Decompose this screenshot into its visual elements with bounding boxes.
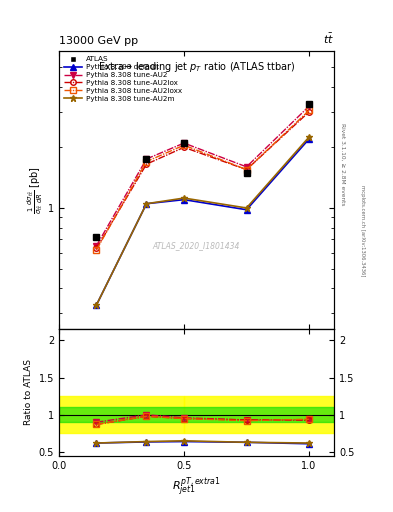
Bar [59,396,184,433]
Bar [59,408,334,422]
Text: ATLAS_2020_I1801434: ATLAS_2020_I1801434 [153,241,240,250]
Y-axis label: Ratio to ATLAS: Ratio to ATLAS [24,359,33,425]
Legend: ATLAS, Pythia 8.308 default, Pythia 8.308 tune-AU2, Pythia 8.308 tune-AU2lox, Py: ATLAS, Pythia 8.308 default, Pythia 8.30… [62,55,183,103]
Y-axis label: $\frac{1}{\sigma_{t\bar{t}}} \frac{d\sigma_{t\bar{t}}}{dR}$ [pb]: $\frac{1}{\sigma_{t\bar{t}}} \frac{d\sig… [26,166,45,214]
Text: Extra→ leading jet $p_T$ ratio (ATLAS ttbar): Extra→ leading jet $p_T$ ratio (ATLAS tt… [98,59,295,74]
Bar [184,396,334,433]
X-axis label: $R_{jet1}^{pT,extra1}$: $R_{jet1}^{pT,extra1}$ [172,476,221,500]
Text: Rivet 3.1.10, ≥ 2.8M events: Rivet 3.1.10, ≥ 2.8M events [340,122,345,205]
Text: 13000 GeV pp: 13000 GeV pp [59,36,138,46]
Text: mcplots.cern.ch [arXiv:1306.3436]: mcplots.cern.ch [arXiv:1306.3436] [360,185,365,276]
Text: $t\bar{t}$: $t\bar{t}$ [323,31,334,46]
